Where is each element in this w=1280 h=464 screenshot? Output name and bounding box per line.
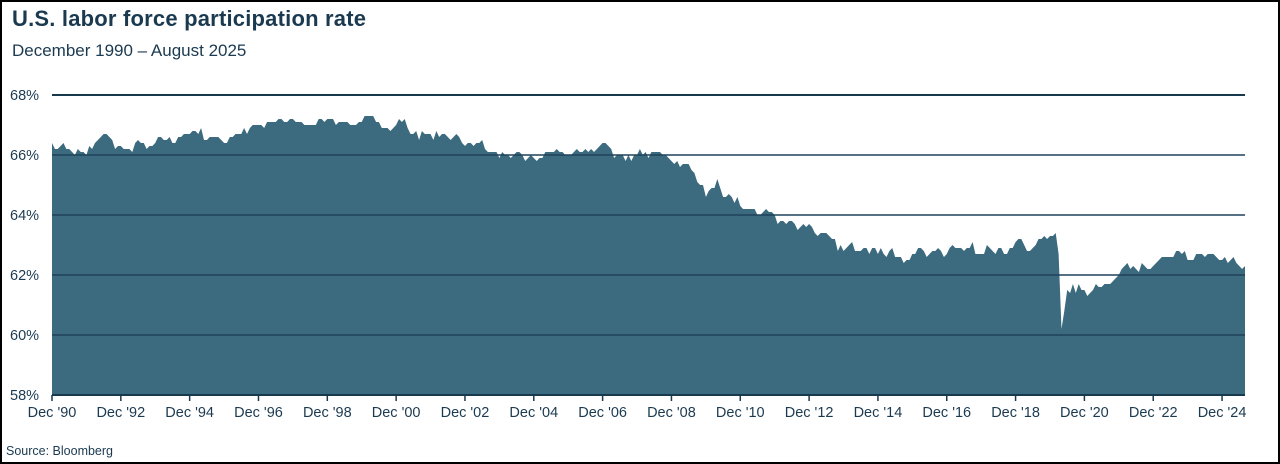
y-axis-label: 66% bbox=[10, 148, 39, 164]
y-axis-label: 64% bbox=[10, 208, 39, 224]
x-axis-label: Dec '18 bbox=[991, 405, 1040, 421]
chart-title: U.S. labor force participation rate bbox=[12, 6, 367, 31]
x-axis-label: Dec '02 bbox=[441, 405, 490, 421]
x-axis-label: Dec '98 bbox=[303, 405, 352, 421]
x-axis-label: Dec '92 bbox=[96, 405, 145, 421]
y-axis-label: 60% bbox=[10, 328, 39, 344]
x-axis-label: Dec '22 bbox=[1129, 405, 1178, 421]
x-axis-label: Dec '10 bbox=[716, 405, 765, 421]
x-axis-label: Dec '20 bbox=[1060, 405, 1109, 421]
x-axis-label: Dec '16 bbox=[922, 405, 971, 421]
x-axis-label: Dec '90 bbox=[28, 405, 77, 421]
y-axis-label: 58% bbox=[10, 388, 39, 404]
x-axis-label: Dec '08 bbox=[647, 405, 696, 421]
x-axis-label: Dec '00 bbox=[372, 405, 421, 421]
x-axis-label: Dec '96 bbox=[234, 405, 283, 421]
x-axis-label: Dec '12 bbox=[785, 405, 834, 421]
x-axis-label: Dec '14 bbox=[854, 405, 903, 421]
source-note: Source: Bloomberg bbox=[6, 444, 114, 458]
y-axis-label: 62% bbox=[10, 268, 39, 284]
x-axis-label: Dec '06 bbox=[578, 405, 627, 421]
x-axis-label: Dec '94 bbox=[165, 405, 214, 421]
area-series bbox=[52, 116, 1245, 395]
x-axis-label: Dec '24 bbox=[1198, 405, 1247, 421]
x-axis-label: Dec '04 bbox=[509, 405, 558, 421]
y-axis-label: 68% bbox=[10, 88, 39, 104]
chart-subtitle: December 1990 – August 2025 bbox=[12, 41, 247, 60]
